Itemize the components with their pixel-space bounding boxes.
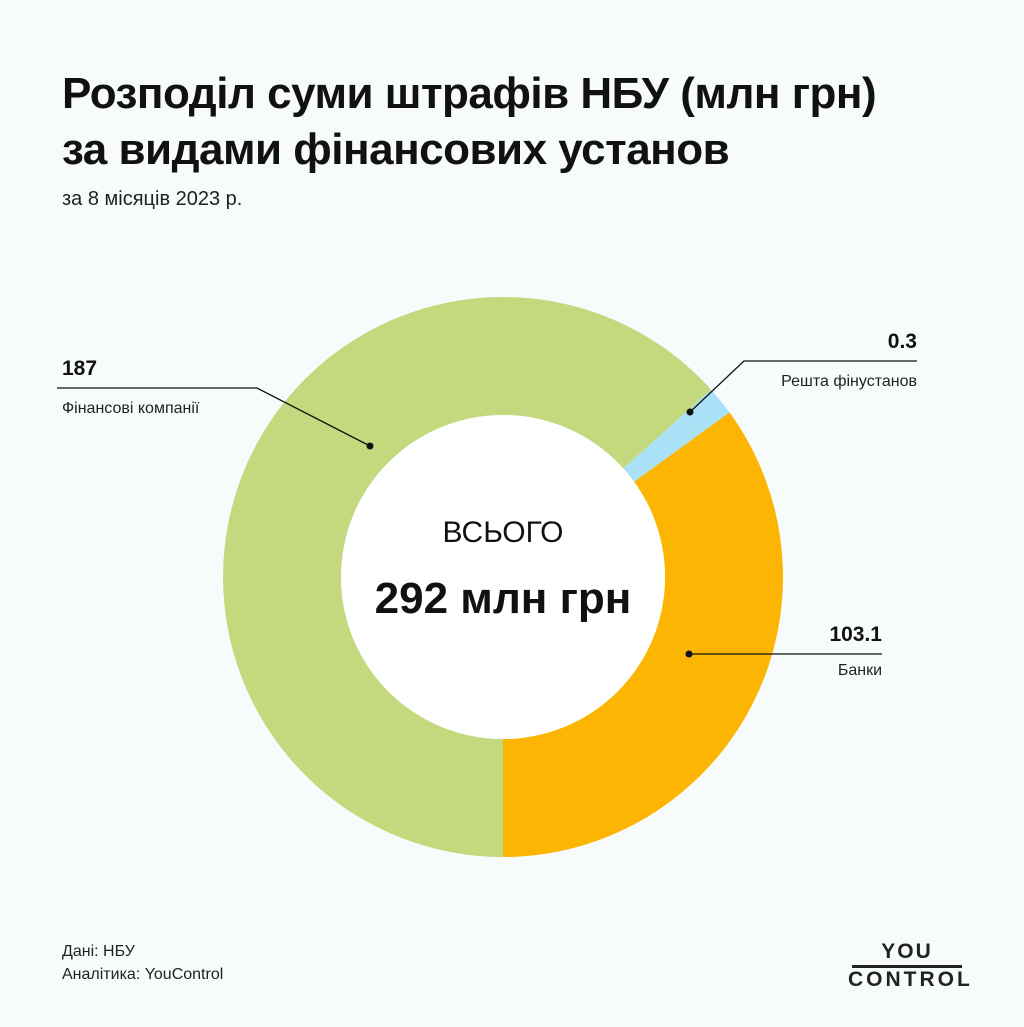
leader-other <box>689 360 917 413</box>
youcontrol-logo: YOU CONTROL <box>848 940 973 992</box>
other-label: Решта фінустанов <box>781 373 917 390</box>
chart-title: Розподіл суми штрафів НБУ (млн грн) за в… <box>62 66 962 178</box>
leader-dot-banks <box>685 650 693 658</box>
other-value: 0.3 <box>887 330 917 353</box>
title-line-1: Розподіл суми штрафів НБУ (млн грн) <box>62 69 877 118</box>
total-value: 292 млн грн <box>374 574 632 623</box>
analytics-credit: Аналітика: YouControl <box>62 966 224 983</box>
finance-label: Фінансові компанії <box>62 400 200 417</box>
logo-bottom-text: CONTROL <box>848 968 973 991</box>
finance-value: 187 <box>62 357 98 380</box>
banks-value: 103.1 <box>829 623 882 646</box>
leader-dot-finance <box>366 442 374 450</box>
logo-top-text: YOU <box>881 940 933 963</box>
chart-subtitle: за 8 місяців 2023 р. <box>62 188 243 210</box>
leader-dot-other <box>686 408 694 416</box>
total-caption: ВСЬОГО <box>442 516 564 549</box>
data-source: Дані: НБУ <box>62 943 135 960</box>
donut-hole <box>341 415 665 739</box>
leader-finance <box>57 387 371 447</box>
segment-banks <box>503 412 783 857</box>
banks-label: Банки <box>837 662 882 679</box>
logo-divider <box>852 965 962 968</box>
segment-other-institutions <box>623 389 730 482</box>
segment-finance-companies <box>223 296 712 857</box>
title-line-2: за видами фінансових установ <box>62 125 730 174</box>
footer-credits: Дані: НБУ Аналітика: YouControl <box>62 940 223 986</box>
